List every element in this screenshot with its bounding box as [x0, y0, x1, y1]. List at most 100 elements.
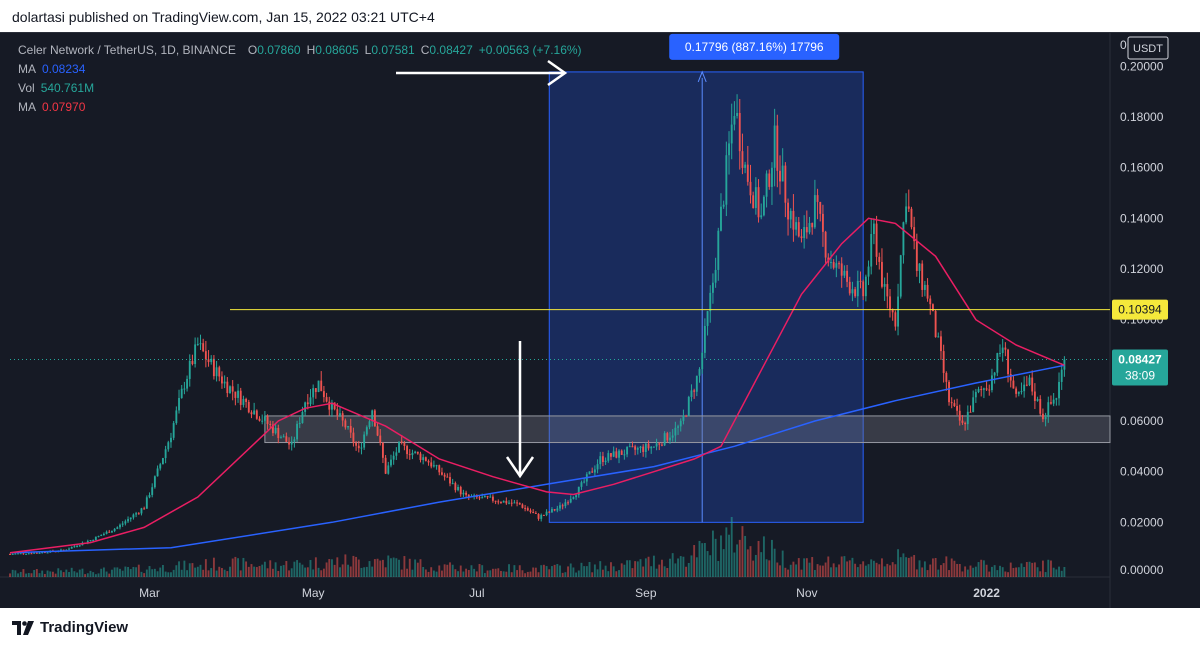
- volume-bar: [322, 568, 325, 577]
- volume-bar: [226, 571, 229, 577]
- volume-bar: [43, 573, 46, 577]
- volume-bar: [787, 569, 789, 577]
- volume-bar: [931, 558, 934, 577]
- volume-bar: [481, 565, 484, 577]
- candle-body: [867, 266, 870, 277]
- volume-bar: [202, 569, 205, 577]
- volume-bar: [945, 556, 948, 577]
- volume-bar: [548, 569, 551, 577]
- candle-body: [38, 552, 41, 554]
- candle-body: [478, 497, 481, 499]
- volume-bar: [430, 567, 433, 577]
- volume-bar: [999, 565, 1001, 577]
- tradingview-logo[interactable]: TradingView: [12, 619, 128, 636]
- volume-bar: [261, 564, 264, 577]
- volume-bar: [473, 568, 476, 577]
- candle-body: [231, 386, 234, 392]
- volume-bar: [875, 562, 878, 577]
- candle-body: [400, 441, 403, 443]
- candle-body: [223, 381, 226, 384]
- volume-bar: [1017, 567, 1020, 577]
- volume-bar: [9, 573, 11, 577]
- candle-body: [628, 446, 631, 448]
- candle-body: [583, 481, 586, 483]
- volume-bar: [266, 568, 269, 577]
- volume-bar: [612, 566, 615, 577]
- volume-bar: [969, 565, 972, 577]
- candle-body: [851, 289, 854, 294]
- volume-bar: [379, 560, 382, 577]
- volume-bar: [661, 559, 663, 577]
- volume-bar: [596, 569, 599, 577]
- candle-body: [736, 112, 739, 116]
- legend-high-label: H: [306, 43, 316, 57]
- volume-bar: [819, 565, 822, 577]
- candle-body: [360, 447, 363, 449]
- volume-bar: [615, 571, 618, 577]
- candles-layer: [9, 94, 1066, 555]
- candle-body: [465, 492, 468, 495]
- candle-body: [881, 261, 883, 287]
- candle-body: [838, 263, 840, 265]
- candle-body: [905, 206, 908, 223]
- volume-bar: [395, 558, 398, 577]
- volume-bar: [564, 572, 567, 577]
- volume-bar: [679, 556, 682, 577]
- candle-body: [280, 437, 282, 439]
- candle-body: [663, 433, 666, 446]
- candle-body: [30, 553, 33, 555]
- volume-bar: [803, 558, 806, 577]
- volume-bar: [886, 563, 889, 577]
- volume-bar: [432, 570, 435, 577]
- volume-bar: [108, 573, 111, 577]
- volume-bar: [164, 571, 167, 577]
- volume-bar: [894, 564, 897, 577]
- candle-body: [961, 420, 964, 423]
- candle-body: [559, 505, 561, 509]
- candle-body: [491, 496, 494, 501]
- chart-frame[interactable]: 0.17796 (887.16%) 17796 0.02000 0.04000 0.…: [0, 32, 1200, 609]
- candle-body: [1028, 377, 1031, 386]
- volume-bar: [247, 566, 250, 577]
- candle-body: [830, 262, 832, 264]
- volume-bar: [443, 564, 446, 577]
- candle-body: [677, 426, 679, 428]
- candle-body: [610, 453, 612, 457]
- publisher-caption: dolartasi published on TradingView.com, …: [12, 9, 435, 25]
- volume-bar: [89, 570, 92, 577]
- volume-bar: [84, 574, 87, 577]
- candle-body: [68, 548, 70, 550]
- volume-bar: [416, 562, 419, 577]
- candle-body: [148, 494, 151, 498]
- x-tick-label: Nov: [796, 586, 817, 600]
- candle-body: [35, 552, 38, 554]
- volume-bar: [486, 570, 489, 577]
- candle-body: [969, 411, 972, 413]
- volume-bar: [73, 571, 76, 577]
- moving-averages-layer: [9, 217, 1065, 554]
- candle-body: [669, 437, 671, 441]
- candle-body: [913, 227, 916, 242]
- candle-body: [819, 201, 822, 214]
- candle-body: [111, 531, 113, 533]
- volume-bar: [333, 564, 336, 577]
- candle-body: [899, 255, 902, 297]
- price-chart[interactable]: 0.17796 (887.16%) 17796 0.02000 0.04000 0.…: [0, 33, 1200, 609]
- volume-bar: [478, 563, 481, 577]
- volume-bar: [870, 559, 873, 577]
- candle-body: [379, 435, 382, 443]
- candle-body: [325, 397, 328, 402]
- candle-body: [196, 343, 199, 345]
- volume-bar: [824, 562, 827, 577]
- candle-body: [843, 270, 846, 276]
- candle-body: [725, 155, 728, 205]
- candle-body: [371, 410, 374, 422]
- candle-body: [357, 445, 360, 449]
- candle-body: [864, 276, 867, 297]
- candle-body: [443, 474, 446, 477]
- volume-bar: [274, 562, 277, 577]
- candle-body: [682, 415, 685, 421]
- candle-body: [175, 410, 178, 424]
- candle-body: [438, 465, 441, 473]
